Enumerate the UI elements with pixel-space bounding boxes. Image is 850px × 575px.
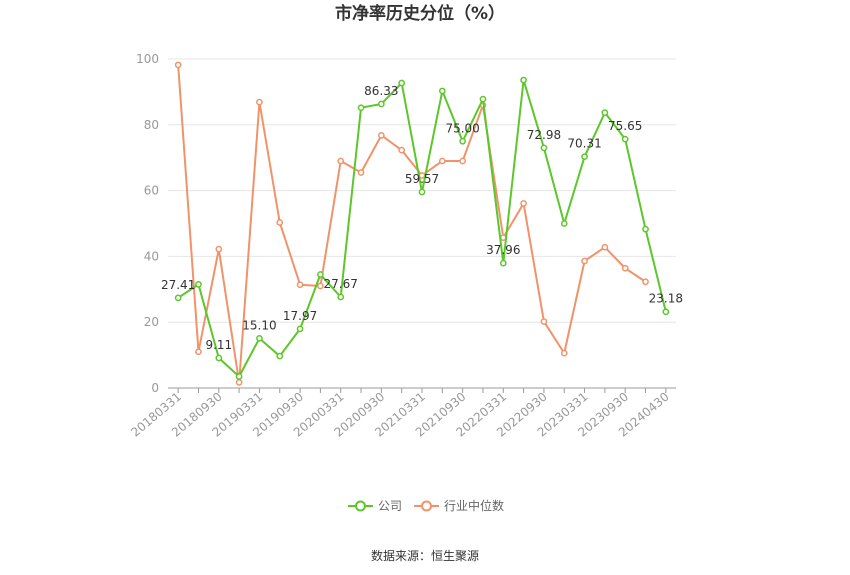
series-0-point-12 (418, 188, 426, 196)
series-line-1 (177, 64, 647, 384)
series-1-point-17 (520, 200, 527, 207)
y-tick-label-0: 0 (151, 381, 159, 395)
series-0-point-6 (296, 325, 304, 333)
y-tick-label-5: 100 (136, 52, 159, 66)
source-note: 数据来源：恒生聚源 (371, 548, 479, 563)
legend-label-0: 公司 (378, 499, 402, 513)
series-0-point-22 (621, 135, 629, 143)
series-1-point-22 (621, 264, 629, 272)
series-1-point-10 (378, 131, 385, 139)
legend-item-0[interactable]: 公司 (348, 499, 402, 513)
data-label-8: 27.67 (324, 277, 358, 291)
data-labels: 27.41 9.11 15.10 17.97 27.67 86.33 59.57 75.00 3… (161, 84, 683, 352)
series-0-point-11 (398, 79, 406, 87)
series-1-point-5 (276, 219, 284, 226)
series-0-point-4 (256, 334, 263, 342)
data-label-18: 72.98 (527, 128, 561, 142)
data-label-22: 75.65 (608, 119, 642, 133)
series-1-point-0 (174, 61, 182, 69)
series-0-point-24 (662, 308, 670, 316)
series-layer (174, 61, 670, 386)
y-tick-label-2: 40 (144, 249, 159, 263)
legend[interactable]: 公司 行业中位数 (348, 498, 504, 513)
series-1-point-20 (581, 257, 588, 265)
series-0-point-17 (520, 76, 527, 84)
series-0-point-9 (357, 104, 365, 112)
legend-marker-1 (421, 500, 432, 512)
data-label-2: 9.11 (205, 338, 232, 352)
y-tick-label-3: 60 (144, 184, 159, 198)
series-1-point-7 (317, 282, 324, 290)
y-axis: 0 20 40 60 80 100 (136, 52, 159, 395)
series-1-point-11 (398, 146, 406, 154)
series-0-point-7 (317, 271, 324, 278)
series-0-point-3 (235, 373, 243, 380)
series-1-point-13 (438, 157, 446, 165)
series-0-point-18 (540, 144, 548, 152)
series-1-point-23 (642, 278, 649, 286)
data-label-6: 17.97 (283, 309, 317, 323)
x-axis: 2018033120180930201903312019093020200331… (128, 387, 676, 440)
y-tick-label-4: 80 (144, 118, 159, 132)
series-0-point-13 (438, 87, 446, 95)
legend-label-1: 行业中位数 (444, 498, 504, 513)
series-1-point-2 (215, 245, 223, 253)
data-label-14: 75.00 (445, 121, 479, 135)
series-0-point-21 (601, 109, 609, 116)
series-0-point-19 (560, 220, 568, 227)
series-1-point-14 (459, 157, 466, 165)
chart-title: 市净率历史分位（%） (335, 3, 505, 24)
series-1-point-6 (296, 281, 304, 289)
series-0-point-8 (337, 293, 345, 301)
series-1-point-4 (256, 98, 263, 106)
series-0-point-15 (479, 95, 487, 103)
series-1-point-21 (601, 243, 609, 251)
series-0-point-0 (174, 294, 182, 302)
data-label-24: 23.18 (649, 292, 683, 306)
series-1-point-1 (195, 348, 202, 356)
series-0-point-20 (581, 153, 588, 161)
data-label-4: 15.10 (242, 318, 276, 332)
data-label-20: 70.31 (567, 137, 601, 151)
series-1-point-19 (560, 349, 568, 357)
series-1-point-9 (357, 169, 365, 176)
series-0-point-2 (215, 354, 223, 362)
data-label-16: 37.96 (486, 243, 520, 257)
series-0-point-14 (459, 137, 466, 145)
data-label-0: 27.41 (161, 278, 195, 292)
series-1-point-18 (540, 318, 548, 325)
series-0-point-23 (642, 225, 649, 233)
y-tick-label-1: 20 (144, 315, 159, 329)
series-0-point-1 (195, 281, 202, 288)
legend-marker-0 (355, 500, 366, 512)
data-label-12: 59.57 (405, 172, 439, 186)
series-1-point-3 (235, 379, 243, 386)
series-0-point-5 (276, 352, 284, 360)
series-1-point-8 (337, 157, 345, 165)
legend-item-1[interactable]: 行业中位数 (414, 498, 504, 513)
series-0-point-16 (499, 259, 507, 267)
series-0-point-10 (378, 100, 385, 108)
data-label-10: 86.33 (364, 84, 398, 98)
